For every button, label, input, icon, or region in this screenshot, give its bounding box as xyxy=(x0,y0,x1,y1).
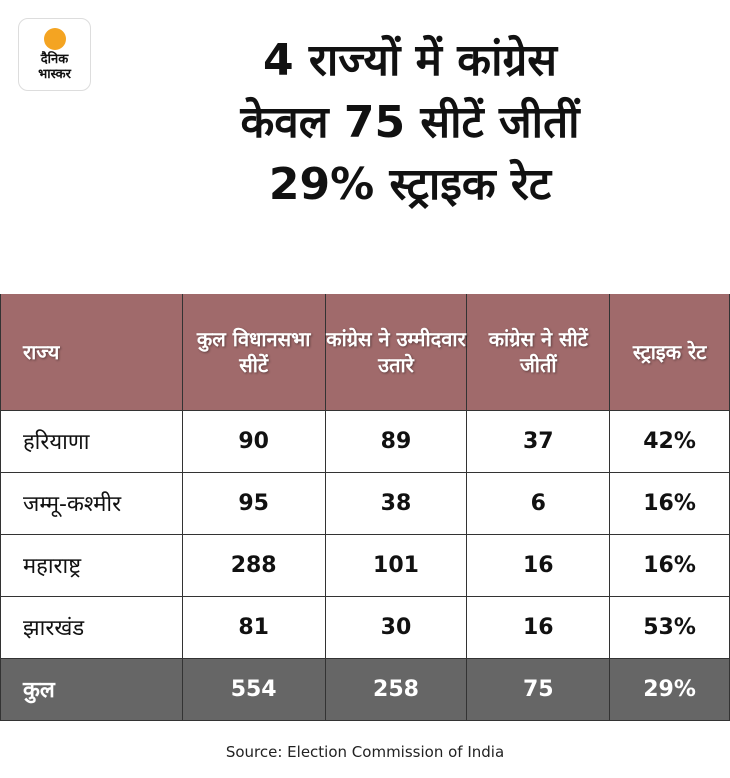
cell-won: 75 xyxy=(466,657,611,721)
dainik-bhaskar-logo: दैनिक भास्कर xyxy=(18,18,91,91)
col-header-won: कांग्रेस ने सीटें जीतीं xyxy=(466,294,611,411)
cell-contested: 101 xyxy=(324,533,468,597)
cell-state: कुल xyxy=(0,657,183,721)
cell-strike-rate: 29% xyxy=(609,657,730,721)
cell-won: 37 xyxy=(466,409,611,473)
cell-total-seats: 95 xyxy=(181,471,326,535)
table-header-row: राज्य कुल विधानसभा सीटें कांग्रेस ने उम्… xyxy=(0,294,730,411)
cell-contested: 258 xyxy=(324,657,468,721)
cell-strike-rate: 53% xyxy=(609,595,730,659)
col-header-state: राज्य xyxy=(0,294,183,411)
title-line2: केवल 75 सीटें जीतीं xyxy=(240,97,580,148)
table-row: हरियाणा 90 89 37 42% xyxy=(0,409,730,473)
cell-won: 16 xyxy=(466,595,611,659)
total-row: कुल 554 258 75 29% xyxy=(0,657,730,721)
logo-line2: भास्कर xyxy=(38,67,71,82)
source-note: Source: Election Commission of India xyxy=(225,743,505,761)
cell-state: महाराष्ट्र xyxy=(0,533,183,597)
logo-line1: दैनिक xyxy=(40,52,69,67)
table-row: महाराष्ट्र 288 101 16 16% xyxy=(0,533,730,597)
cell-total-seats: 81 xyxy=(181,595,326,659)
cell-total-seats: 554 xyxy=(181,657,326,721)
table-row: जम्मू-कश्मीर 95 38 6 16% xyxy=(0,471,730,535)
sun-icon xyxy=(43,28,66,50)
results-table: राज्य कुल विधानसभा सीटें कांग्रेस ने उम्… xyxy=(0,294,730,721)
cell-strike-rate: 16% xyxy=(609,471,730,535)
title-line1: 4 राज्यों में कांग्रेस xyxy=(262,35,558,86)
col-header-contested: कांग्रेस ने उम्मीदवार उतारे xyxy=(324,294,468,411)
cell-strike-rate: 16% xyxy=(609,533,730,597)
page-title: 4 राज्यों में कांग्रेस केवल 75 सीटें जीत… xyxy=(110,30,710,216)
table-row: झारखंड 81 30 16 53% xyxy=(0,595,730,659)
cell-state: हरियाणा xyxy=(0,409,183,473)
cell-contested: 30 xyxy=(324,595,468,659)
cell-contested: 89 xyxy=(324,409,468,473)
cell-state: जम्मू-कश्मीर xyxy=(0,471,183,535)
title-line3: 29% स्ट्राइक रेट xyxy=(268,159,552,210)
cell-won: 16 xyxy=(466,533,611,597)
col-header-total-seats: कुल विधानसभा सीटें xyxy=(181,294,326,411)
cell-won: 6 xyxy=(466,471,611,535)
cell-state: झारखंड xyxy=(0,595,183,659)
col-header-strike-rate: स्ट्राइक रेट xyxy=(609,294,730,411)
cell-total-seats: 90 xyxy=(181,409,326,473)
cell-total-seats: 288 xyxy=(181,533,326,597)
cell-strike-rate: 42% xyxy=(609,409,730,473)
cell-contested: 38 xyxy=(324,471,468,535)
